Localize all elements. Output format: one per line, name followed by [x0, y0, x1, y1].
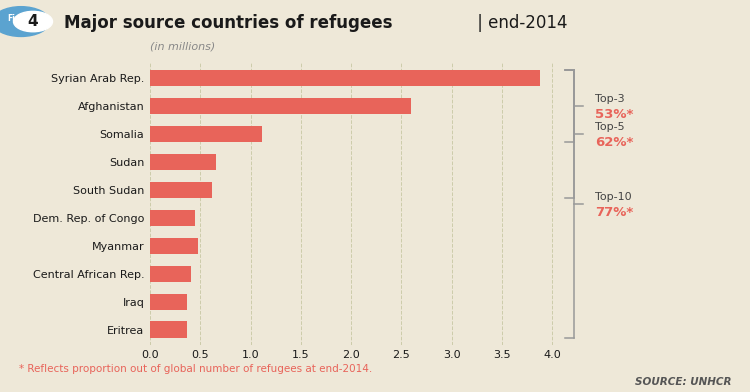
Bar — [150, 238, 198, 254]
Bar — [150, 321, 188, 338]
Text: Fig.: Fig. — [8, 14, 24, 23]
Bar — [150, 154, 217, 170]
Text: SOURCE: UNHCR: SOURCE: UNHCR — [634, 377, 731, 387]
Bar — [150, 210, 195, 226]
Text: | end-2014: | end-2014 — [472, 14, 568, 32]
Bar — [150, 70, 540, 86]
Text: Major source countries of refugees: Major source countries of refugees — [64, 14, 392, 32]
Text: 77%*: 77%* — [595, 206, 633, 219]
Text: 53%*: 53%* — [595, 108, 633, 121]
Bar — [150, 182, 212, 198]
Text: Top-5: Top-5 — [595, 122, 624, 132]
Bar — [150, 126, 262, 142]
Text: Top-3: Top-3 — [595, 94, 624, 104]
Bar — [150, 98, 410, 114]
Text: Top-10: Top-10 — [595, 192, 632, 202]
Bar — [150, 294, 188, 310]
Text: 4: 4 — [28, 14, 38, 29]
Text: 62%*: 62%* — [595, 136, 633, 149]
Text: * Reflects proportion out of global number of refugees at end-2014.: * Reflects proportion out of global numb… — [19, 364, 372, 374]
Bar — [150, 266, 191, 282]
Text: (in millions): (in millions) — [150, 42, 215, 51]
